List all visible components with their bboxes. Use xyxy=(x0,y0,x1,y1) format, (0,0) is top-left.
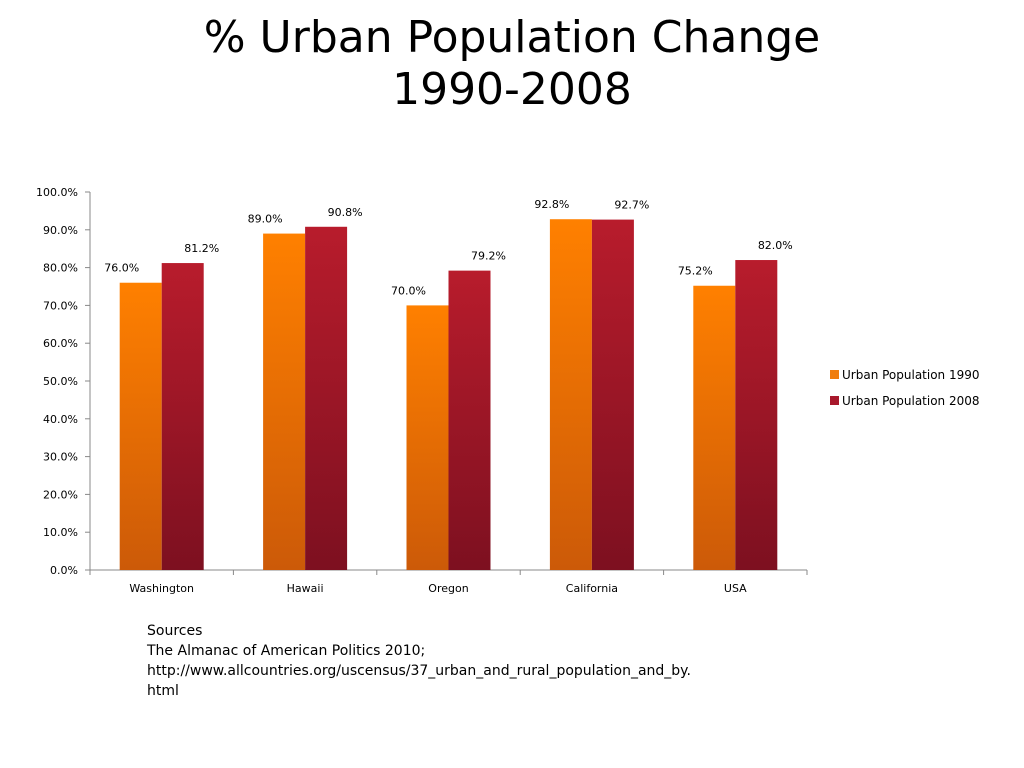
y-tick-label: 80.0% xyxy=(43,262,78,275)
legend-swatch xyxy=(830,370,839,379)
slide-title-line-1: % Urban Population Change xyxy=(203,12,821,63)
x-tick-label: USA xyxy=(724,582,747,595)
bar xyxy=(735,260,778,570)
sources-line-1: The Almanac of American Politics 2010; xyxy=(147,643,426,659)
bar xyxy=(549,219,592,570)
data-label: 70.0% xyxy=(391,284,426,297)
bar xyxy=(161,263,204,570)
x-tick-label: Hawaii xyxy=(287,582,324,595)
y-tick-label: 60.0% xyxy=(43,337,78,350)
bar xyxy=(119,282,162,570)
legend-label: Urban Population 2008 xyxy=(842,394,980,408)
data-label: 89.0% xyxy=(248,213,283,226)
y-tick-label: 20.0% xyxy=(43,488,78,501)
data-label: 92.7% xyxy=(614,199,649,212)
data-label: 76.0% xyxy=(104,262,139,275)
legend-label: Urban Population 1990 xyxy=(842,368,980,382)
data-label: 79.2% xyxy=(471,250,506,263)
data-label: 82.0% xyxy=(758,239,793,252)
x-tick-label: California xyxy=(566,582,618,595)
x-tick-label: Washington xyxy=(129,582,194,595)
chart-axes: 0.0% 10.0% 20.0% 30.0% 40.0% 50.0% 60.0% 70.0% 8… xyxy=(36,186,808,595)
y-tick-label: 30.0% xyxy=(43,451,78,464)
bar xyxy=(448,270,491,570)
data-label: 75.2% xyxy=(678,265,713,278)
slide-title: % Urban Population Change 1990-2008 xyxy=(0,12,1024,116)
data-label: 92.8% xyxy=(534,198,569,211)
bar xyxy=(263,233,306,570)
sources-line-2: http://www.allcountries.org/uscensus/37_… xyxy=(147,663,691,679)
data-label: 81.2% xyxy=(184,242,219,255)
y-tick-label: 0.0% xyxy=(50,564,78,577)
y-tick-label: 100.0% xyxy=(36,186,78,199)
y-tick-label: 70.0% xyxy=(43,299,78,312)
y-tick-label: 50.0% xyxy=(43,375,78,388)
bar xyxy=(591,219,634,570)
legend-swatch xyxy=(830,396,839,405)
y-tick-label: 10.0% xyxy=(43,526,78,539)
sources-note: Sources The Almanac of American Politics… xyxy=(147,621,747,701)
chart-legend: Urban Population 1990 Urban Population 20… xyxy=(830,368,980,408)
sources-heading: Sources xyxy=(147,623,203,639)
bar xyxy=(693,285,736,570)
chart-bars: 76.0% 81.2% 89.0% 90.8% 70.0% 79.2% 92.8% 92.7%… xyxy=(104,198,793,570)
bar xyxy=(305,226,348,570)
data-label: 90.8% xyxy=(328,206,363,219)
sources-line-3: html xyxy=(147,683,179,699)
bar xyxy=(406,305,449,570)
y-tick-label: 40.0% xyxy=(43,413,78,426)
x-tick-label: Oregon xyxy=(428,582,468,595)
y-tick-label: 90.0% xyxy=(43,224,78,237)
slide-title-line-2: 1990-2008 xyxy=(392,64,632,115)
